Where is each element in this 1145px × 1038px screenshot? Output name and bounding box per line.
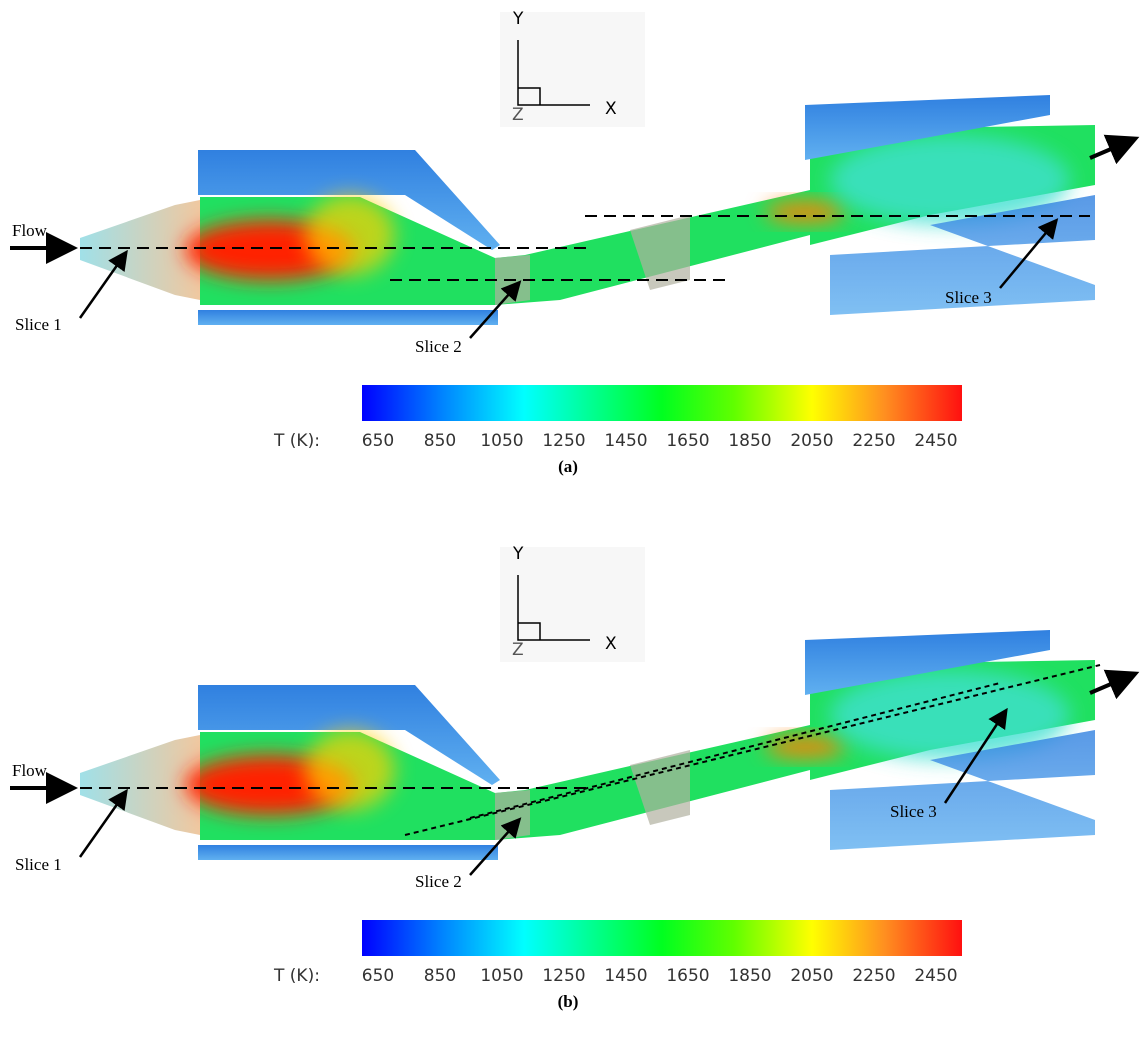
slice-label: Slice 3: [945, 288, 992, 307]
slice-label: Slice 2: [415, 337, 462, 356]
axis-label: Y: [512, 9, 524, 29]
colorbar-tick: 2250: [852, 966, 895, 986]
colorbar-tick: 850: [424, 431, 456, 451]
colorbar-tick: 2050: [790, 431, 833, 451]
colorbar-tick: 2050: [790, 966, 833, 986]
colorbar-tick: 2450: [914, 431, 957, 451]
colorbar-tick: 1250: [542, 431, 585, 451]
outlet-arrow: [1090, 675, 1132, 693]
colorbar-tick: 850: [424, 966, 456, 986]
colorbar: [362, 920, 962, 956]
caption: (a): [558, 457, 578, 476]
colorbar-tick: 1850: [728, 431, 771, 451]
colorbar-label: T (K):: [273, 966, 320, 986]
nozzle: [80, 200, 200, 300]
colorbar-tick: 1050: [480, 966, 523, 986]
colorbar-tick: 2250: [852, 431, 895, 451]
colorbar-tick: 1450: [604, 431, 647, 451]
axis-label: X: [605, 99, 617, 119]
colorbar-tick: 650: [362, 431, 394, 451]
colorbar-tick: 1450: [604, 966, 647, 986]
colorbar-tick: 1650: [666, 966, 709, 986]
panel: Y Z X Flow Slice 1 Slice 2 Slice 3 T (K): 650 850…: [10, 9, 1132, 476]
warm-zone: [305, 730, 395, 810]
colorbar-label: T (K):: [273, 431, 320, 451]
colorbar: [362, 385, 962, 421]
slice-label: Slice 1: [15, 315, 62, 334]
colorbar-tick: 1050: [480, 431, 523, 451]
warm-zone: [305, 195, 395, 275]
lower-liner: [198, 845, 498, 860]
hot-spot: [765, 202, 845, 222]
nozzle: [80, 735, 200, 835]
colorbar-tick: 2450: [914, 966, 957, 986]
slice-label: Slice 1: [15, 855, 62, 874]
colorbar-tick: 1250: [542, 966, 585, 986]
panel: Y Z X Flow Slice 1 Slice 2 Slice 3 T (K): 650 850…: [10, 544, 1132, 1011]
flow-label: Flow: [12, 221, 48, 240]
flow-label: Flow: [12, 761, 48, 780]
colorbar-tick: 1650: [666, 431, 709, 451]
figure: Y Z X Flow Slice 1 Slice 2 Slice 3 T (K): 650 850…: [0, 0, 1145, 1038]
axis-label: X: [605, 634, 617, 654]
axis-label: Y: [512, 544, 524, 564]
slice-label: Slice 2: [415, 872, 462, 891]
axis-label: Z: [512, 640, 524, 660]
slice-label: Slice 3: [890, 802, 937, 821]
colorbar-tick: 650: [362, 966, 394, 986]
caption: (b): [558, 992, 579, 1011]
outlet-arrow: [1090, 140, 1132, 158]
lower-liner: [198, 310, 498, 325]
axis-label: Z: [512, 105, 524, 125]
colorbar-tick: 1850: [728, 966, 771, 986]
